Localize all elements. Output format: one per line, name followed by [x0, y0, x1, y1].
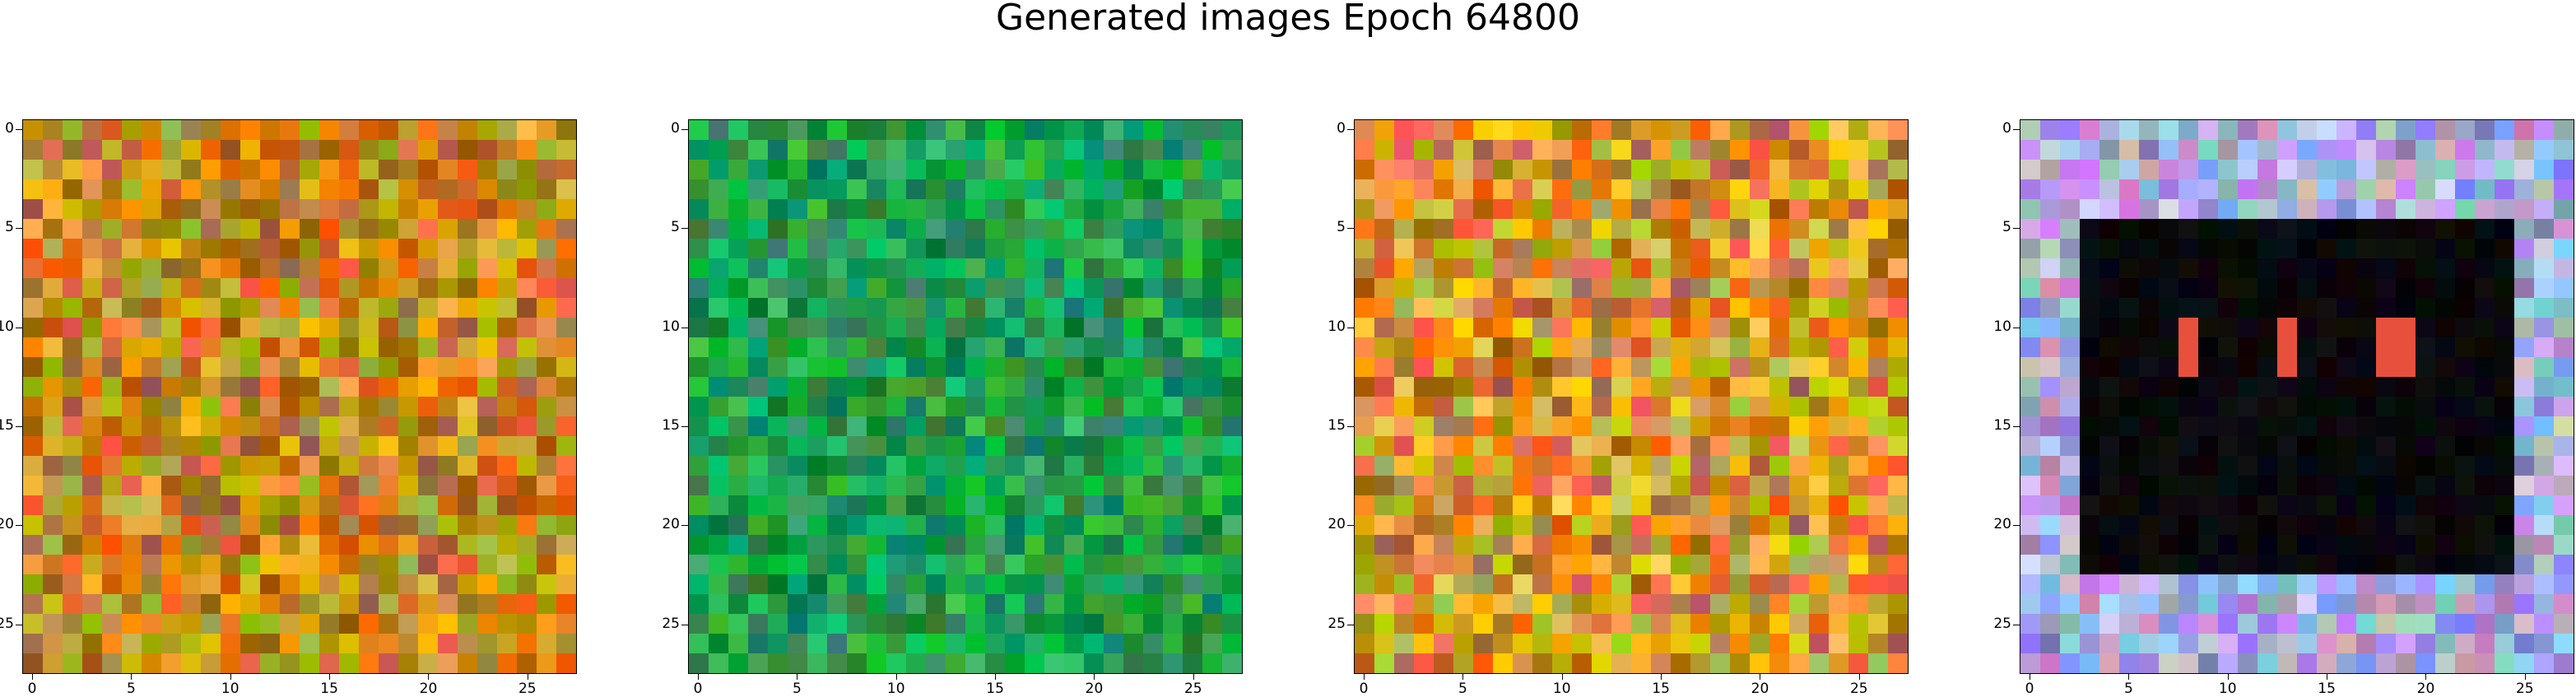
x-tick: [1094, 674, 1095, 680]
x-tick: [2227, 674, 2229, 680]
image-2-pixels: [689, 120, 1242, 673]
y-tick: [681, 525, 688, 527]
x-tick-label: 20: [2416, 681, 2435, 697]
image-3-pixels: [1355, 120, 1908, 673]
y-tick-label: 10: [1993, 318, 2011, 335]
x-tick-label: 5: [792, 681, 802, 697]
x-tick: [230, 674, 231, 680]
y-tick: [2013, 228, 2020, 230]
x-tick: [995, 674, 997, 680]
x-tick: [2425, 674, 2427, 680]
y-tick-label: 15: [1993, 417, 2011, 434]
y-tick: [1347, 426, 1354, 428]
x-tick-label: 20: [1751, 681, 1769, 697]
y-tick-label: 25: [1993, 615, 2011, 632]
y-tick: [681, 129, 688, 131]
y-tick-label: 5: [671, 219, 680, 236]
y-tick-label: 0: [5, 120, 14, 137]
y-tick-label: 10: [0, 318, 14, 335]
y-tick-label: 20: [1993, 516, 2011, 533]
x-tick-label: 0: [1359, 681, 1369, 697]
x-tick-label: 15: [2318, 681, 2336, 697]
x-tick-label: 0: [693, 681, 703, 697]
y-tick: [16, 228, 22, 230]
image-2-panel: 0 0 5 5 10 10 15 15 20 20 25 25: [662, 119, 1243, 696]
x-tick-label: 5: [1458, 681, 1467, 697]
x-tick-label: 10: [2218, 681, 2237, 697]
x-tick-label: 0: [27, 681, 37, 697]
image-4-pixels: [2020, 120, 2574, 673]
x-tick-label: 25: [1183, 681, 1202, 697]
y-tick: [16, 525, 22, 527]
image-2: [688, 119, 1243, 674]
x-tick: [32, 674, 34, 680]
x-tick: [895, 674, 897, 680]
x-tick-label: 20: [1085, 681, 1104, 697]
x-tick-label: 15: [320, 681, 338, 697]
x-tick-label: 10: [886, 681, 905, 697]
x-tick-label: 5: [2123, 681, 2133, 697]
x-tick-label: 25: [1849, 681, 1868, 697]
x-tick: [1364, 674, 1365, 680]
y-tick-label: 5: [2002, 219, 2011, 236]
x-tick: [1462, 674, 1464, 680]
y-tick-label: 10: [662, 318, 680, 335]
x-tick: [1561, 674, 1563, 680]
x-tick: [698, 674, 700, 680]
y-tick-label: 25: [0, 615, 14, 632]
y-tick-label: 15: [0, 417, 14, 434]
y-tick-label: 0: [2002, 120, 2011, 137]
y-tick: [2013, 426, 2020, 428]
y-tick-label: 20: [0, 516, 14, 533]
y-tick-label: 20: [1328, 516, 1346, 533]
x-tick-label: 15: [1652, 681, 1670, 697]
y-tick-label: 0: [671, 120, 680, 137]
x-tick: [1193, 674, 1194, 680]
y-tick-label: 5: [1337, 219, 1346, 236]
y-tick-label: 0: [1337, 120, 1346, 137]
y-tick-label: 15: [1328, 417, 1346, 434]
y-tick-label: 10: [1328, 318, 1346, 335]
x-tick-label: 0: [2025, 681, 2034, 697]
x-tick: [329, 674, 331, 680]
x-tick-label: 25: [518, 681, 537, 697]
image-1: [22, 119, 577, 674]
y-tick: [16, 129, 22, 131]
image-4-panel: 0 0 5 5 10 10 15 15 20 20 25 25: [1993, 119, 2574, 696]
figure-title: Generated images Epoch 64800: [995, 0, 1581, 39]
y-tick: [16, 426, 22, 428]
x-tick: [428, 674, 430, 680]
y-tick: [1347, 525, 1354, 527]
y-tick: [1347, 228, 1354, 230]
y-tick-label: 20: [662, 516, 680, 533]
image-1-pixels: [23, 120, 576, 673]
image-4: [2020, 119, 2574, 674]
x-tick: [131, 674, 133, 680]
y-tick: [2013, 525, 2020, 527]
x-tick-label: 25: [2515, 681, 2534, 697]
x-tick-label: 15: [986, 681, 1004, 697]
y-tick-label: 25: [662, 615, 680, 632]
y-tick-label: 5: [5, 219, 14, 236]
x-tick: [2524, 674, 2526, 680]
x-tick: [1858, 674, 1860, 680]
y-tick-label: 15: [662, 417, 680, 434]
y-tick: [681, 426, 688, 428]
image-1-panel: 0 0 5 5 10 10 15 15 20 20 25 25: [0, 119, 577, 696]
y-tick: [2013, 129, 2020, 131]
x-tick: [1661, 674, 1662, 680]
x-tick-label: 20: [419, 681, 438, 697]
y-tick-label: 25: [1328, 615, 1346, 632]
image-3: [1354, 119, 1909, 674]
y-tick: [1347, 129, 1354, 131]
image-3-panel: 0 0 5 5 10 10 15 15 20 20 25 25: [1328, 119, 1909, 696]
x-tick-label: 10: [221, 681, 239, 697]
x-tick-label: 5: [126, 681, 136, 697]
x-tick: [2128, 674, 2130, 680]
y-tick: [681, 228, 688, 230]
x-tick-label: 10: [1552, 681, 1571, 697]
